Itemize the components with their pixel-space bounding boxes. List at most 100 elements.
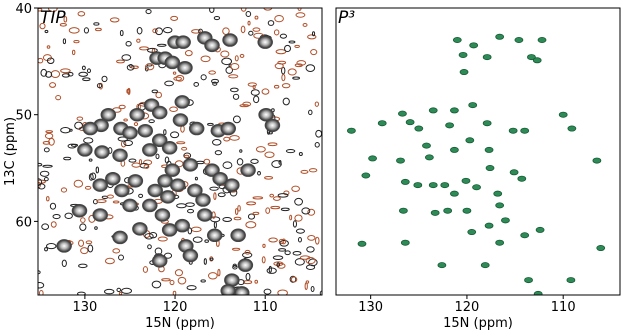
noise-contour <box>95 166 100 174</box>
noise-contour <box>183 152 192 159</box>
noise-contour <box>157 236 168 242</box>
noise-contour <box>273 29 280 36</box>
noise-contour <box>164 80 174 87</box>
noise-contour <box>44 29 49 34</box>
noise-contour <box>49 82 57 88</box>
noise-contour <box>307 234 316 241</box>
peak <box>230 228 246 243</box>
noise-contour <box>48 137 55 146</box>
noise-contour <box>213 192 217 200</box>
peak <box>212 171 228 186</box>
noise-contour <box>242 252 253 258</box>
noise-contour <box>38 281 45 289</box>
peak <box>484 146 494 153</box>
peak <box>527 54 536 61</box>
peak <box>195 193 211 207</box>
peak <box>206 228 223 243</box>
peak <box>129 107 145 122</box>
peak <box>224 178 240 192</box>
noise-contour <box>192 236 203 243</box>
noise-contour <box>186 285 197 291</box>
noise-contour <box>147 244 152 250</box>
noise-contour <box>78 239 85 247</box>
peak <box>398 207 408 214</box>
noise-contour <box>314 101 319 107</box>
noise-contour <box>43 147 50 153</box>
noise-contour <box>265 207 271 214</box>
noise-contour <box>174 269 183 277</box>
noise-contour <box>245 221 257 229</box>
peak <box>566 277 576 284</box>
noise-contour <box>291 185 300 192</box>
peak <box>495 202 505 209</box>
peak <box>592 157 602 164</box>
noise-contour <box>125 40 132 47</box>
noise-contour <box>254 15 259 20</box>
peak <box>450 146 459 153</box>
noise-contour <box>290 276 298 283</box>
noise-contour <box>200 55 211 63</box>
noise-contour <box>45 243 57 250</box>
peak <box>222 33 238 47</box>
noise-contour <box>79 223 87 231</box>
y-axis-label: 13C (ppm) <box>3 117 18 186</box>
noise-contour <box>38 183 46 190</box>
peak <box>151 254 168 268</box>
noise-contour <box>285 148 296 154</box>
noise-contour <box>234 208 239 215</box>
noise-contour <box>239 149 243 153</box>
noise-contour <box>288 40 296 44</box>
peak <box>482 120 492 127</box>
noise-contour <box>86 68 91 74</box>
noise-contour <box>76 116 84 121</box>
noise-contour <box>123 139 134 147</box>
noise-contour <box>38 57 44 64</box>
noise-contour <box>305 64 316 72</box>
noise-contour <box>151 280 162 289</box>
noise-contour <box>64 212 73 220</box>
peak <box>160 190 176 204</box>
peak <box>467 229 477 236</box>
peak <box>142 143 158 157</box>
noise-contour <box>287 68 297 76</box>
noise-contour <box>87 244 94 253</box>
noise-contour <box>88 158 93 162</box>
noise-contour <box>43 177 49 182</box>
noise-contour <box>77 291 86 295</box>
noise-contour <box>294 44 300 48</box>
noise-contour <box>118 104 126 110</box>
peak <box>237 258 254 272</box>
peak <box>517 175 527 182</box>
noise-contour <box>234 55 239 62</box>
x-tick-label: 130 <box>358 300 383 315</box>
noise-contour <box>106 194 114 199</box>
noise-contour <box>112 248 121 254</box>
noise-contour <box>39 170 50 177</box>
noise-contour <box>169 279 175 286</box>
noise-contour <box>267 20 275 26</box>
noise-contour <box>280 207 290 212</box>
noise-contour <box>80 247 89 255</box>
noise-contour <box>246 201 257 206</box>
noise-contour <box>209 257 214 261</box>
noise-contour <box>295 12 306 18</box>
noise-contour <box>40 68 48 77</box>
noise-contour <box>130 65 139 69</box>
noise-contour <box>274 62 284 70</box>
noise-contour <box>268 265 272 273</box>
noise-contour <box>272 255 284 261</box>
noise-contour <box>39 22 46 30</box>
noise-contour <box>73 39 80 44</box>
noise-contour <box>81 65 86 71</box>
noise-contour <box>161 278 171 282</box>
peak <box>204 38 220 53</box>
peak <box>357 240 367 247</box>
noise-contour <box>60 127 71 134</box>
peak <box>122 198 138 213</box>
peak <box>187 183 203 198</box>
noise-contour <box>254 279 259 284</box>
noise-contour <box>296 60 307 66</box>
peak <box>161 223 178 237</box>
noise-contour <box>204 239 209 243</box>
noise-contour <box>193 82 200 87</box>
